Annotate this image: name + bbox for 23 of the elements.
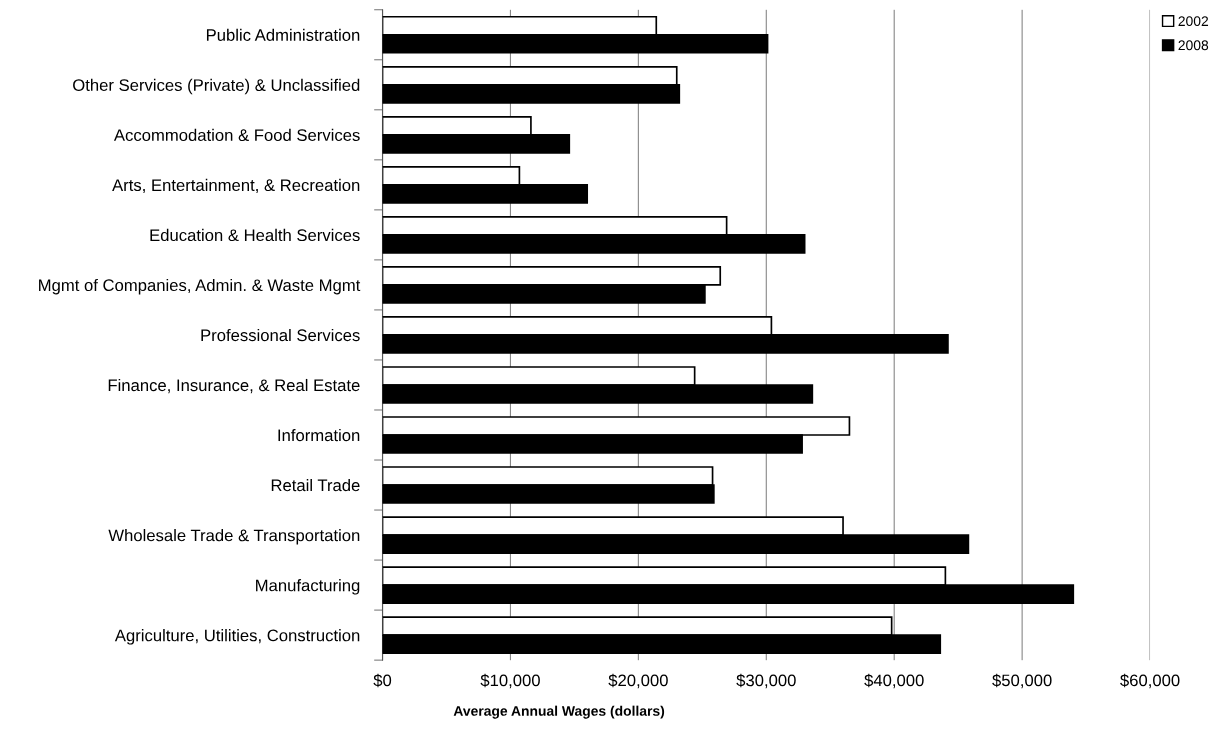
y-tick-label: Accommodation & Food Services [113,128,360,142]
x-tick-label: $20,000 [608,673,668,689]
y-tick-label: Finance, Insurance, & Real Estate [108,378,360,394]
y-tick-label: Mgmt of Companies, Admin. & Waste Mgmt [39,278,361,295]
y-tick-label: Public Administration [206,28,360,41]
x-tick-label: $10,000 [480,673,540,689]
legend-label: 2002 [1178,16,1209,27]
y-tick-label: Manufacturing [256,579,360,595]
x-axis-title: Average Annual Wages (dollars) [453,705,665,719]
y-tick-label: Wholesale Trade & Transportation [108,529,360,545]
y-tick-label: Other Services (Private) & Unclassified [73,78,360,95]
y-tick-label: Arts, Entertainment, & Recreation [112,178,360,194]
y-tick-label: Professional Services [201,328,360,342]
x-tick-label: $50,000 [992,673,1052,689]
x-tick-label: $30,000 [736,673,796,689]
x-tick-label: $60,000 [1120,673,1180,689]
x-tick-label: $40,000 [864,673,924,689]
y-tick-label: Education & Health Services [150,228,360,242]
y-tick-label: Retail Trade [271,478,360,492]
legend-label: 2008 [1178,40,1209,51]
y-tick-label: Information [278,428,360,442]
x-tick-label: $0 [373,673,392,688]
y-tick-label: Agriculture, Utilities, Construction [114,629,360,645]
